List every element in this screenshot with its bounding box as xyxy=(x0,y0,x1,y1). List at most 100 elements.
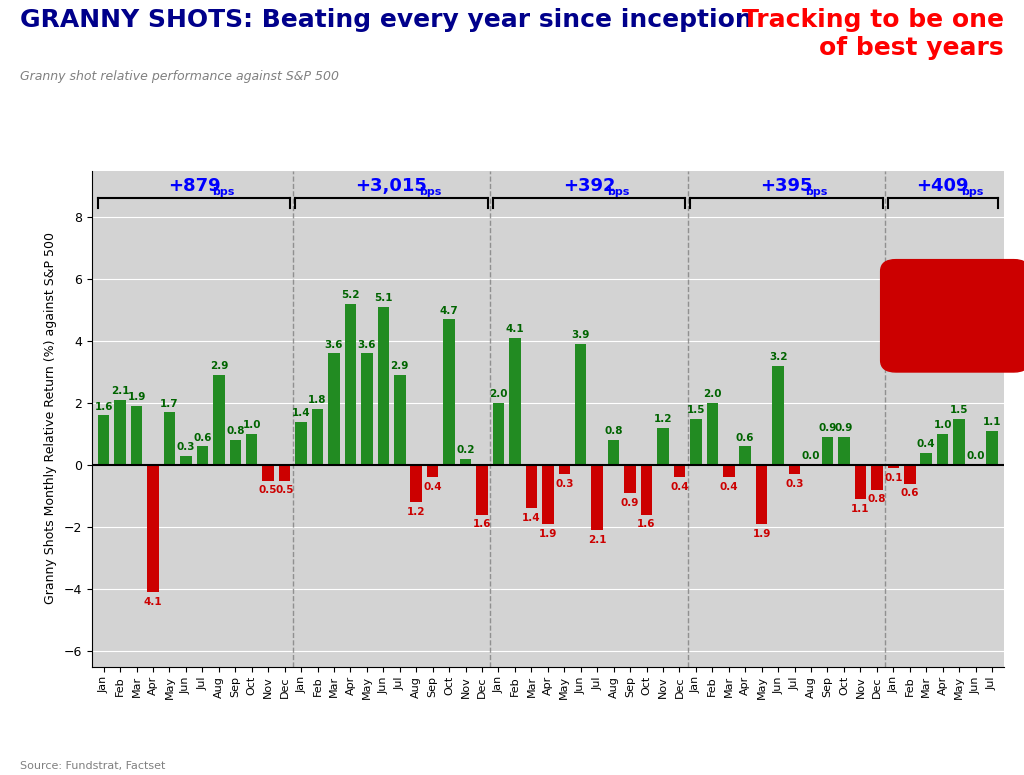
Bar xyxy=(772,366,784,465)
Text: 0.5: 0.5 xyxy=(275,485,294,495)
Text: 0.9: 0.9 xyxy=(835,423,853,433)
Bar xyxy=(229,440,241,465)
Bar xyxy=(657,428,669,465)
Text: 1.1: 1.1 xyxy=(983,417,1001,427)
Text: +3,015: +3,015 xyxy=(355,177,427,195)
Text: 4.1: 4.1 xyxy=(506,324,524,334)
Text: 2.0: 2.0 xyxy=(489,389,508,399)
Bar xyxy=(197,446,208,465)
Text: Source: Fundstrat, Factset: Source: Fundstrat, Factset xyxy=(20,761,166,771)
Bar xyxy=(674,465,685,477)
Text: 0.4: 0.4 xyxy=(423,482,442,492)
Text: 5.1: 5.1 xyxy=(374,293,392,303)
Text: 3.2: 3.2 xyxy=(769,352,787,362)
Text: 1.8: 1.8 xyxy=(308,395,327,405)
Bar xyxy=(476,465,487,515)
Bar xyxy=(427,465,438,477)
Text: 1.9: 1.9 xyxy=(753,529,771,539)
Text: 2.1: 2.1 xyxy=(588,535,606,545)
Text: 1.2: 1.2 xyxy=(407,507,426,517)
Bar xyxy=(904,465,915,484)
Bar xyxy=(558,465,570,474)
Bar xyxy=(921,453,932,465)
Text: 0.3: 0.3 xyxy=(785,479,804,489)
Bar xyxy=(542,465,554,524)
Text: 0.6: 0.6 xyxy=(900,488,919,498)
Bar xyxy=(839,437,850,465)
Text: bps: bps xyxy=(962,187,983,197)
Text: 1.5: 1.5 xyxy=(950,405,969,415)
Text: 1.5: 1.5 xyxy=(687,405,706,415)
Bar xyxy=(855,465,866,499)
Text: 1.0: 1.0 xyxy=(934,420,952,430)
Text: +879: +879 xyxy=(168,177,220,195)
Text: 1.6: 1.6 xyxy=(637,519,655,529)
Bar xyxy=(311,409,324,465)
Text: 0.6: 0.6 xyxy=(194,432,212,443)
Bar xyxy=(378,307,389,465)
Text: 1.7: 1.7 xyxy=(160,398,179,408)
Bar xyxy=(345,304,356,465)
Text: 1.0: 1.0 xyxy=(243,420,261,430)
Text: 1.4: 1.4 xyxy=(522,513,541,523)
Text: 0.3: 0.3 xyxy=(177,442,196,452)
Bar xyxy=(690,418,701,465)
Bar xyxy=(592,465,603,530)
Bar xyxy=(641,465,652,515)
Text: +395: +395 xyxy=(760,177,813,195)
Text: 1.2: 1.2 xyxy=(653,414,672,424)
Text: 0.0: 0.0 xyxy=(967,451,985,461)
Text: 0.8: 0.8 xyxy=(604,426,623,436)
Bar xyxy=(739,446,751,465)
Text: 0.4: 0.4 xyxy=(670,482,689,492)
Bar xyxy=(213,375,224,465)
Bar xyxy=(821,437,834,465)
Bar xyxy=(147,465,159,592)
Bar xyxy=(279,465,291,480)
Text: 1.6: 1.6 xyxy=(94,401,113,412)
Text: 1.9: 1.9 xyxy=(127,392,145,402)
Y-axis label: Granny Shots Monthly Relative Return (%) against S&P 500: Granny Shots Monthly Relative Return (%)… xyxy=(44,232,57,604)
Text: 0.4: 0.4 xyxy=(916,439,936,449)
Bar xyxy=(262,465,274,480)
Text: 0.8: 0.8 xyxy=(867,494,886,505)
Bar xyxy=(625,465,636,493)
Text: 0.9: 0.9 xyxy=(818,423,837,433)
Text: 4.7: 4.7 xyxy=(439,305,459,315)
Bar xyxy=(361,353,373,465)
Text: bps: bps xyxy=(607,187,630,197)
Text: 4.1: 4.1 xyxy=(143,597,163,607)
Text: 2.9: 2.9 xyxy=(390,361,409,371)
Text: 0.1: 0.1 xyxy=(884,473,902,483)
Text: 2.9: 2.9 xyxy=(210,361,228,371)
Bar xyxy=(937,434,948,465)
Bar xyxy=(246,434,257,465)
Text: +392: +392 xyxy=(563,177,615,195)
Text: 2023YTD
Outperformed: 2023YTD Outperformed xyxy=(913,279,997,301)
Text: 1.1: 1.1 xyxy=(851,504,869,514)
Text: 0.3: 0.3 xyxy=(555,479,573,489)
Bar xyxy=(986,431,997,465)
Bar xyxy=(756,465,767,524)
Bar xyxy=(788,465,801,474)
Text: bps: bps xyxy=(419,187,441,197)
Text: 2.1: 2.1 xyxy=(111,386,129,396)
Text: GRANNY SHOTS: Beating every year since inception: GRANNY SHOTS: Beating every year since i… xyxy=(20,8,754,32)
Text: 0.0: 0.0 xyxy=(802,451,820,461)
Bar xyxy=(329,353,340,465)
Text: bps: bps xyxy=(805,187,827,197)
Bar xyxy=(723,465,734,477)
Bar xyxy=(443,319,455,465)
Bar xyxy=(115,400,126,465)
Text: 0.2: 0.2 xyxy=(457,445,475,455)
Text: Granny shot relative performance against S&P 500: Granny shot relative performance against… xyxy=(20,70,340,83)
Text: bps: bps xyxy=(213,187,234,197)
Text: Tracking to be one
of best years: Tracking to be one of best years xyxy=(741,8,1004,60)
Text: 1.9: 1.9 xyxy=(539,529,557,539)
Text: 2.0: 2.0 xyxy=(703,389,722,399)
Bar xyxy=(871,465,883,490)
Bar xyxy=(394,375,406,465)
Bar xyxy=(411,465,422,502)
Text: +409bps: +409bps xyxy=(911,327,999,345)
Text: 0.6: 0.6 xyxy=(736,432,755,443)
